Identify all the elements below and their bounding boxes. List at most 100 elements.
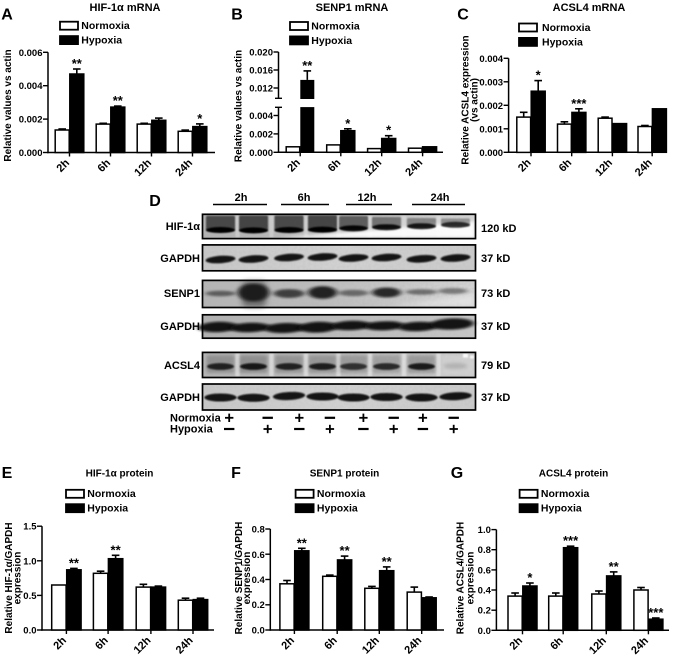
- svg-text:0.004: 0.004: [19, 81, 43, 92]
- svg-text:**: **: [382, 554, 393, 569]
- svg-text:SENP1 protein: SENP1 protein: [310, 469, 379, 480]
- svg-text:0.001: 0.001: [479, 124, 503, 135]
- svg-text:1.0: 1.0: [23, 556, 36, 567]
- svg-text:0.002: 0.002: [19, 115, 43, 126]
- svg-text:expression: expression: [242, 552, 253, 605]
- svg-text:Relative SENP1/GAPDH: Relative SENP1/GAPDH: [234, 522, 245, 635]
- svg-text:24h: 24h: [403, 157, 425, 179]
- svg-text:24h: 24h: [629, 635, 651, 657]
- svg-text:Normoxia: Normoxia: [87, 488, 136, 500]
- svg-text:0.8: 0.8: [478, 545, 491, 556]
- svg-text:Relative ACSL4 expression: Relative ACSL4 expression: [461, 35, 472, 164]
- svg-text:ACSL4 protein: ACSL4 protein: [539, 469, 608, 480]
- svg-text:0.6: 0.6: [478, 565, 491, 576]
- svg-text:37 kD: 37 kD: [481, 253, 510, 265]
- svg-text:*: *: [197, 111, 203, 126]
- svg-text:12h: 12h: [358, 192, 377, 204]
- svg-text:1.5: 1.5: [23, 522, 37, 533]
- svg-text:0.020: 0.020: [249, 48, 273, 59]
- svg-text:0.003: 0.003: [479, 77, 503, 88]
- svg-text:**: **: [113, 93, 124, 108]
- svg-text:expression: expression: [13, 552, 24, 605]
- svg-text:*: *: [536, 68, 542, 83]
- svg-text:Normoxia: Normoxia: [81, 20, 130, 32]
- svg-text:Normoxia: Normoxia: [311, 20, 360, 32]
- svg-text:1.0: 1.0: [478, 525, 491, 536]
- svg-text:***: ***: [563, 533, 579, 548]
- svg-text:0.4: 0.4: [478, 586, 492, 597]
- svg-text:6h: 6h: [93, 634, 111, 652]
- svg-text:24h: 24h: [402, 634, 424, 656]
- svg-text:Normoxia: Normoxia: [317, 488, 366, 500]
- svg-text:0.4: 0.4: [252, 575, 266, 586]
- svg-text:37 kD: 37 kD: [481, 321, 510, 333]
- svg-text:0.012: 0.012: [249, 84, 273, 95]
- svg-text:6h: 6h: [298, 192, 311, 204]
- svg-text:2h: 2h: [279, 634, 297, 652]
- svg-text:SENP1 mRNA: SENP1 mRNA: [316, 2, 389, 14]
- svg-text:2h: 2h: [516, 157, 534, 175]
- svg-text:0.0: 0.0: [478, 626, 491, 637]
- svg-text:Hypoxia: Hypoxia: [542, 36, 583, 48]
- svg-text:37 kD: 37 kD: [481, 392, 510, 404]
- svg-text:A: A: [1, 7, 13, 24]
- svg-text:Hypoxia: Hypoxia: [541, 503, 582, 515]
- svg-text:0.0: 0.0: [23, 626, 36, 637]
- svg-text:6h: 6h: [557, 157, 575, 175]
- svg-text:0.002: 0.002: [249, 129, 273, 140]
- svg-text:0.000: 0.000: [249, 148, 273, 159]
- svg-text:*: *: [386, 123, 392, 138]
- svg-text:ACSL4: ACSL4: [164, 360, 201, 372]
- svg-text:expression: expression: [466, 552, 477, 605]
- svg-text:*: *: [345, 116, 351, 131]
- svg-text:2h: 2h: [508, 635, 526, 653]
- svg-text:GAPDH: GAPDH: [160, 321, 200, 333]
- svg-text:24h: 24h: [173, 157, 195, 179]
- svg-text:Relative values vs actin: Relative values vs actin: [3, 49, 14, 161]
- svg-text:12h: 12h: [593, 157, 615, 179]
- svg-text:24h: 24h: [633, 157, 655, 179]
- svg-text:*: *: [527, 570, 533, 585]
- svg-text:6h: 6h: [322, 634, 340, 652]
- svg-text:0.6: 0.6: [252, 550, 265, 561]
- svg-text:0.002: 0.002: [479, 101, 503, 112]
- svg-text:Hypoxia: Hypoxia: [87, 503, 128, 515]
- svg-text:24h: 24h: [174, 634, 196, 656]
- svg-text:G: G: [451, 465, 463, 482]
- svg-text:79 kD: 79 kD: [481, 360, 510, 372]
- svg-text:0.016: 0.016: [249, 66, 273, 77]
- svg-text:0.004: 0.004: [479, 54, 503, 65]
- svg-text:120 kD: 120 kD: [481, 223, 517, 235]
- svg-text:**: **: [111, 542, 122, 557]
- svg-text:0.5: 0.5: [23, 591, 37, 602]
- svg-text:6h: 6h: [326, 157, 344, 175]
- svg-text:12h: 12h: [587, 635, 609, 657]
- svg-text:Hypoxia: Hypoxia: [317, 503, 358, 515]
- svg-text:73 kD: 73 kD: [481, 288, 510, 300]
- svg-text:D: D: [149, 193, 161, 210]
- svg-text:Hypoxia: Hypoxia: [311, 35, 352, 47]
- svg-text:0.2: 0.2: [478, 606, 491, 617]
- svg-text:12h: 12h: [132, 634, 154, 656]
- svg-text:SENP1: SENP1: [164, 288, 200, 300]
- svg-text:12h: 12h: [132, 157, 154, 179]
- svg-text:2h: 2h: [51, 634, 69, 652]
- svg-text:GAPDH: GAPDH: [160, 253, 200, 265]
- svg-text:F: F: [231, 465, 241, 482]
- svg-text:12h: 12h: [360, 634, 382, 656]
- svg-text:**: **: [69, 555, 80, 570]
- svg-text:Normoxia: Normoxia: [170, 413, 222, 425]
- svg-text:0.8: 0.8: [252, 525, 265, 536]
- svg-text:Hypoxia: Hypoxia: [81, 35, 122, 47]
- svg-text:0.006: 0.006: [19, 48, 43, 59]
- svg-text:2h: 2h: [55, 157, 73, 175]
- svg-text:HIF-1α protein: HIF-1α protein: [86, 469, 154, 480]
- svg-text:C: C: [457, 7, 469, 24]
- svg-text:12h: 12h: [362, 157, 384, 179]
- svg-text:HIF-1α: HIF-1α: [166, 221, 201, 233]
- svg-text:HIF-1α mRNA: HIF-1α mRNA: [90, 2, 161, 14]
- svg-text:Normoxia: Normoxia: [542, 22, 591, 34]
- svg-text:**: **: [302, 58, 313, 73]
- svg-text:0.004: 0.004: [249, 111, 273, 122]
- svg-text:Relative values vs actin: Relative values vs actin: [234, 50, 245, 162]
